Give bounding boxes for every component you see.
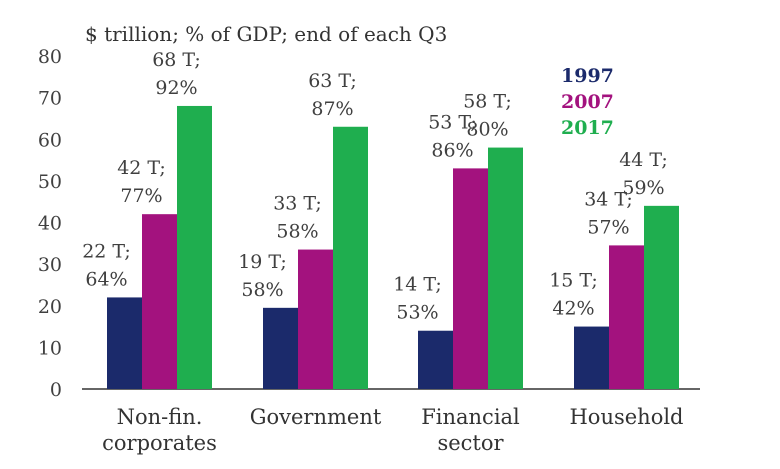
x-category-line: Government [250,405,382,429]
data-label-1997-0: 22 T; 64% [82,240,131,290]
data-label-2007-1: 33 T; 58% [273,193,322,243]
data-label-line: 15 T; [549,270,598,292]
x-axis-categories: Non-fin. corporates Government Financial sec… [102,405,683,455]
data-label-2017-3: 44 T; 59% [619,149,668,199]
data-label-2017-1: 63 T; 87% [308,70,357,120]
y-tick-label: 60 [38,129,62,151]
data-label-line: 87% [311,98,353,120]
data-label-2007-0: 42 T; 77% [117,157,166,207]
bar-2007-3 [609,245,644,389]
data-label-line: 53% [396,302,438,324]
data-label-line: 92% [155,77,197,99]
y-tick-label: 70 [38,88,62,110]
y-tick-label: 40 [38,213,62,235]
x-category-line: sector [437,431,504,455]
x-category-label: Household [569,405,683,429]
bar-2017-3 [644,205,679,389]
x-category-line: Household [569,405,683,429]
bar-1997-1 [263,307,298,389]
data-label-line: 57% [587,216,629,238]
data-label-line: 22 T; [82,240,131,262]
data-label-line: 58 T; [463,91,512,113]
y-tick-label: 30 [38,254,62,276]
data-label-line: 53 T; [428,111,477,133]
y-tick-label: 0 [50,379,62,401]
data-label-line: 14 T; [393,274,442,296]
bar-2017-0 [177,105,212,389]
data-label-2007-2: 53 T; 86% [428,111,477,161]
data-label-line: 80% [466,119,508,141]
legend: 1997 2007 2017 [561,65,614,139]
legend-item-1997: 1997 [561,65,614,87]
data-labels-group: 22 T; 64% 19 T; 58% 14 T; 53% 15 T; 42% 42 T; 77%… [82,49,668,324]
bar-2007-1 [298,249,333,389]
bar-2017-1 [333,126,368,389]
data-label-line: 19 T; [238,251,287,273]
data-label-line: 64% [85,268,127,290]
data-label-line: 33 T; [273,193,322,215]
data-label-line: 86% [431,139,473,161]
data-label-1997-2: 14 T; 53% [393,274,442,324]
data-label-line: 44 T; [619,149,668,171]
data-label-2017-2: 58 T; 80% [463,91,512,141]
x-category-label: Financial sector [421,405,520,455]
y-axis: 0 10 20 30 40 50 60 70 80 [38,46,62,401]
bars-group [107,105,679,389]
legend-item-2007: 2007 [561,91,614,113]
bar-1997-0 [107,297,142,389]
bar-2017-2 [488,147,523,389]
chart-subtitle: $ trillion; % of GDP; end of each Q3 [85,22,447,46]
x-category-label: Non-fin. corporates [102,405,217,455]
y-tick-label: 20 [38,296,62,318]
x-category-line: Financial [421,405,520,429]
bar-2007-0 [142,214,177,389]
data-label-line: 34 T; [584,188,633,210]
data-label-line: 58% [241,279,283,301]
data-label-2007-3: 34 T; 57% [584,188,633,238]
data-label-line: 68 T; [152,49,201,71]
bar-1997-3 [574,326,609,389]
data-label-line: 77% [120,185,162,207]
data-label-1997-3: 15 T; 42% [549,270,598,320]
data-label-line: 59% [622,177,664,199]
x-category-line: Non-fin. [117,405,203,429]
x-category-line: corporates [102,431,217,455]
data-label-2017-0: 68 T; 92% [152,49,201,99]
x-category-label: Government [250,405,382,429]
bar-1997-2 [418,330,453,389]
y-tick-label: 50 [38,171,62,193]
bar-2007-2 [453,168,488,389]
y-tick-label: 80 [38,46,62,68]
data-label-line: 63 T; [308,70,357,92]
data-label-line: 42 T; [117,157,166,179]
data-label-line: 42% [552,298,594,320]
y-tick-label: 10 [38,337,62,359]
legend-item-2017: 2017 [561,117,614,139]
data-label-line: 58% [276,221,318,243]
data-label-1997-1: 19 T; 58% [238,251,287,301]
